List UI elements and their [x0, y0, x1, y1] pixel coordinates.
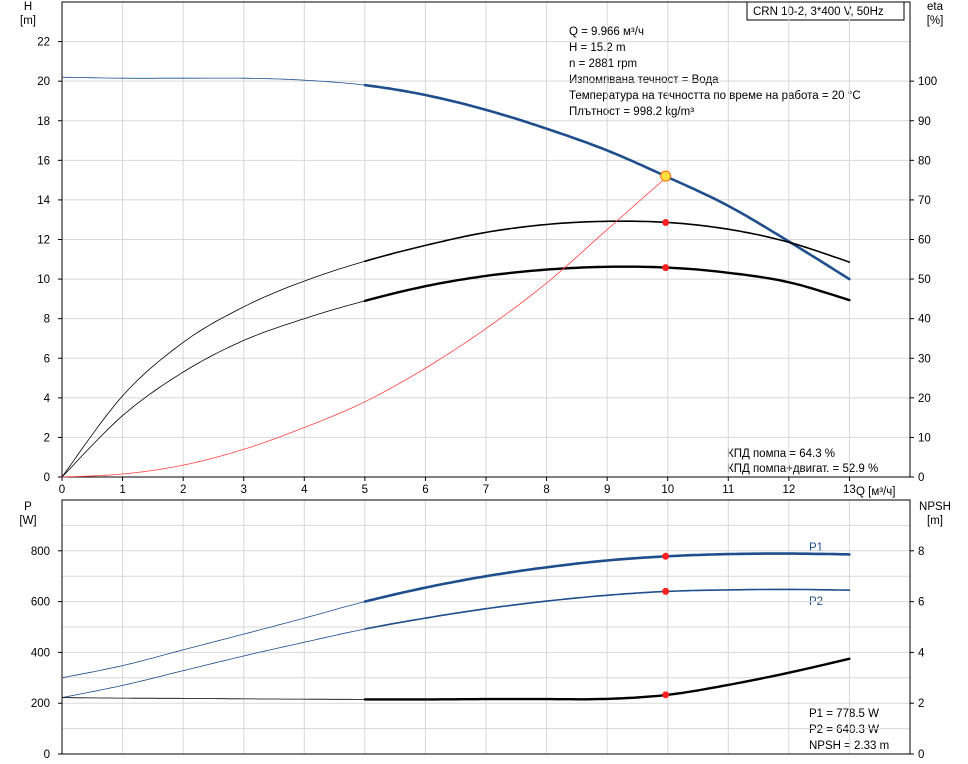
p-axis-unit: [W] — [19, 515, 36, 527]
npsh-axis-label: NPSH — [919, 501, 951, 513]
x-tick-label: 1 — [119, 484, 125, 496]
total-efficiency-curve — [363, 265, 851, 303]
pump-efficiency-curve — [364, 220, 851, 263]
h-tick-label: 12 — [37, 235, 50, 247]
model-title: CRN 10-2, 3*400 V, 50Hz — [753, 6, 884, 18]
info-density: Плътност = 998.2 kg/m³ — [569, 106, 694, 118]
h-tick-label: 14 — [37, 195, 50, 207]
bottom-plot-frame — [61, 499, 911, 755]
npsh-axis-unit: [m] — [927, 515, 943, 527]
p-tick-label: 400 — [31, 647, 50, 659]
p2-marker — [662, 587, 670, 595]
p2-curve — [364, 588, 851, 630]
eta-axis-label: eta — [927, 1, 944, 13]
p-axis-label: P — [24, 501, 32, 513]
info-h: H = 15.2 m — [569, 42, 626, 54]
h-tick-label: 4 — [44, 393, 51, 405]
h-tick-label: 6 — [44, 353, 50, 365]
h-tick-label: 8 — [44, 314, 50, 326]
h-tick-label: 22 — [37, 37, 50, 49]
q-axis-label: Q [м³/ч] — [856, 486, 895, 498]
npsh-tick-label: 0 — [918, 749, 924, 761]
duty-point-marker — [660, 170, 672, 182]
h-tick-label: 18 — [37, 116, 50, 128]
x-tick-label: 2 — [180, 484, 186, 496]
system-curve — [61, 175, 669, 478]
pump-efficiency: КПД помпа = 64.3 % — [727, 448, 835, 460]
x-tick-label: 4 — [301, 484, 308, 496]
p1-marker — [662, 552, 670, 560]
eta-axis-unit: [%] — [927, 15, 944, 27]
eta-tick-label: 10 — [918, 432, 931, 444]
eta-tick-label: 60 — [918, 235, 931, 247]
npsh-tick-label: 8 — [918, 546, 924, 558]
h-tick-label: 16 — [37, 155, 50, 167]
x-tick-label: 5 — [362, 484, 368, 496]
p2-curve-extrapolated — [61, 628, 366, 698]
eta-tick-label: 30 — [918, 353, 931, 365]
npsh-marker — [662, 691, 670, 699]
p1-series-label: P1 — [809, 542, 823, 554]
p1-curve — [363, 552, 851, 603]
h-tick-label: 10 — [37, 274, 50, 286]
x-tick-label: 8 — [543, 484, 549, 496]
x-tick-label: 6 — [422, 484, 428, 496]
npsh-curve — [363, 657, 851, 701]
head-curve-extrapolated — [61, 76, 366, 86]
info-n: n = 2881 rpm — [569, 58, 637, 70]
info-liquid: Изпомпвана течност = Вода — [569, 74, 719, 86]
p-tick-label: 0 — [44, 749, 50, 761]
x-tick-label: 3 — [241, 484, 247, 496]
eta-tick-label: 20 — [918, 393, 931, 405]
npsh-tick-label: 4 — [918, 647, 925, 659]
top-chart-grid — [61, 1, 911, 478]
npsh-curve-extrapolated — [61, 697, 366, 700]
h-tick-label: 0 — [44, 472, 50, 484]
bottom-chart-grid — [61, 499, 911, 755]
p2-readout: P2 = 640.3 W — [809, 724, 879, 736]
p-tick-label: 200 — [31, 698, 50, 710]
x-tick-label: 12 — [782, 484, 795, 496]
p-tick-label: 800 — [31, 546, 50, 558]
p-tick-label: 600 — [31, 597, 50, 609]
h-tick-label: 2 — [44, 432, 50, 444]
eta-tick-label: 100 — [918, 76, 937, 88]
x-tick-label: 7 — [483, 484, 489, 496]
npsh-tick-label: 2 — [918, 698, 924, 710]
total-efficiency-curve-extrapolated — [61, 300, 366, 478]
total-efficiency: КПД помпа+двигат. = 52.9 % — [727, 463, 878, 475]
npsh-tick-label: 6 — [918, 597, 924, 609]
eta-tick-label: 80 — [918, 155, 931, 167]
eta-tick-label: 0 — [918, 472, 924, 484]
head-curve — [363, 83, 851, 281]
h-axis-unit: [m] — [20, 15, 36, 27]
x-tick-label: 13 — [843, 484, 856, 496]
info-temperature: Температура на течността по време на раб… — [569, 90, 861, 102]
eta-tick-label: 40 — [918, 314, 931, 326]
total-efficiency-marker — [662, 264, 670, 272]
h-axis-label: H — [24, 1, 32, 13]
pump-efficiency-curve-extrapolated — [61, 260, 366, 478]
p1-readout: P1 = 778.5 W — [809, 708, 879, 720]
eta-tick-label: 50 — [918, 274, 931, 286]
x-tick-label: 0 — [59, 484, 65, 496]
pump-efficiency-marker — [662, 218, 670, 226]
x-tick-label: 11 — [722, 484, 734, 496]
x-tick-label: 10 — [661, 484, 674, 496]
p1-curve-extrapolated — [61, 601, 366, 679]
x-tick-label: 9 — [604, 484, 610, 496]
h-tick-label: 20 — [37, 76, 50, 88]
eta-tick-label: 70 — [918, 195, 931, 207]
info-q: Q = 9.966 м³/ч — [569, 26, 644, 38]
eta-tick-label: 90 — [918, 116, 931, 128]
